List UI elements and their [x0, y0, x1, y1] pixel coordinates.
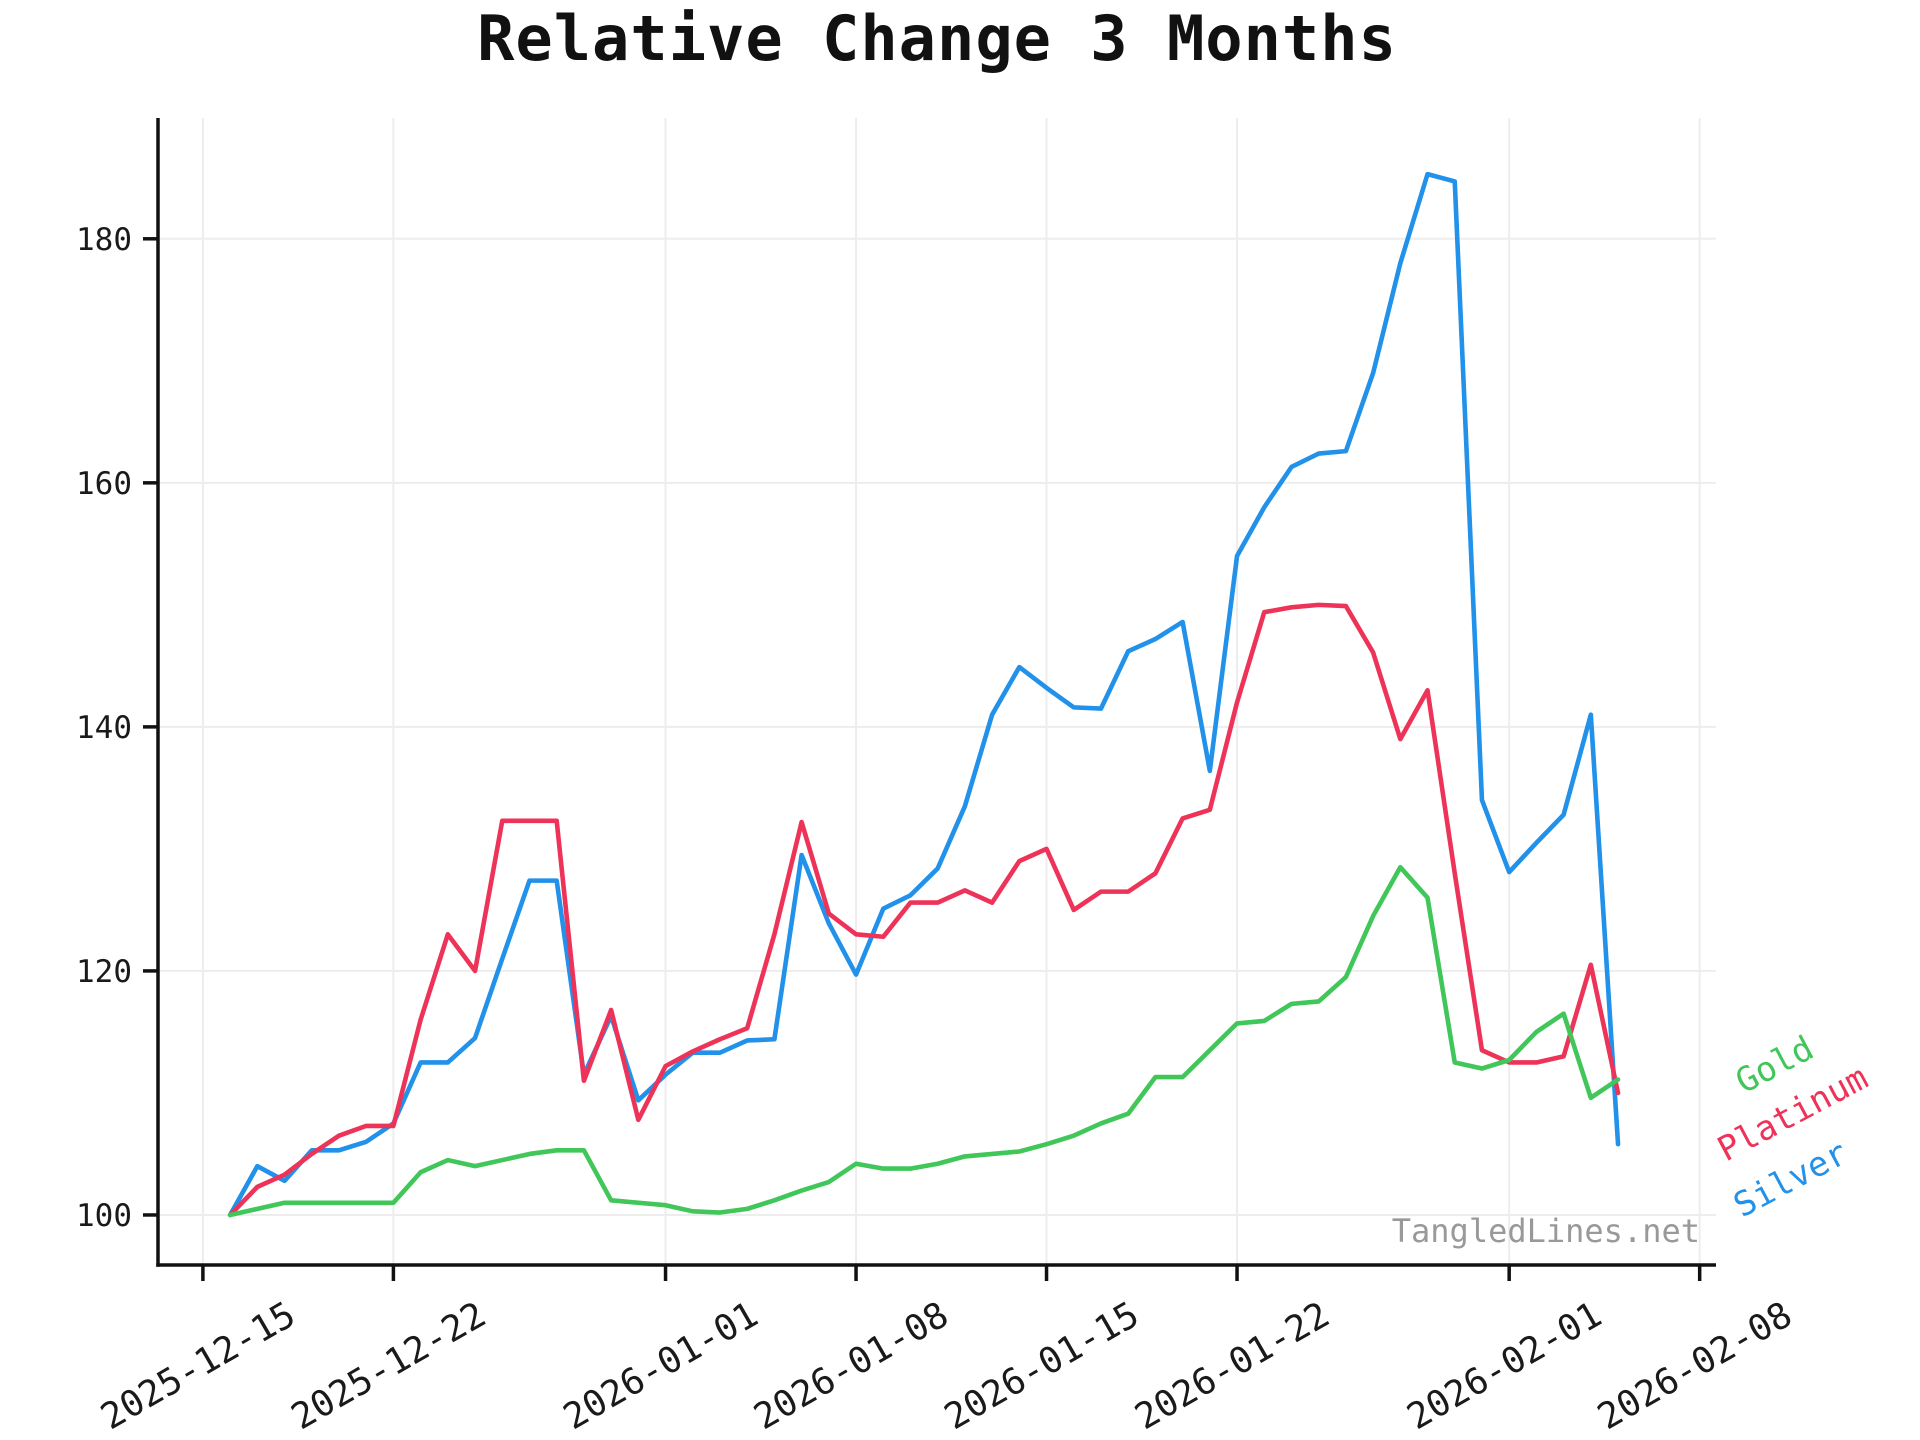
x-tick-label: 2026-02-08 — [1591, 1294, 1799, 1438]
x-tick-label: 2026-01-01 — [557, 1294, 765, 1438]
chart-title: Relative Change 3 Months — [477, 2, 1397, 75]
y-tick-label: 180 — [76, 222, 132, 258]
series-line-silver — [227, 171, 1621, 1218]
y-tick-label: 100 — [76, 1198, 132, 1234]
x-tick-label: 2026-01-22 — [1128, 1294, 1336, 1438]
y-tick-label: 160 — [76, 466, 132, 502]
watermark: TangledLines.net — [1391, 1212, 1700, 1250]
series-line-platinum — [227, 602, 1621, 1218]
series-line-gold — [227, 864, 1621, 1218]
x-tick-label: 2025-12-15 — [94, 1294, 302, 1438]
y-tick-label: 140 — [76, 710, 132, 746]
y-tick-label: 120 — [76, 954, 132, 990]
x-tick-label: 2026-01-08 — [747, 1294, 955, 1438]
x-tick-label: 2026-02-01 — [1400, 1294, 1608, 1438]
x-tick-label: 2025-12-22 — [285, 1294, 493, 1438]
x-tick-label: 2026-01-15 — [938, 1294, 1146, 1438]
